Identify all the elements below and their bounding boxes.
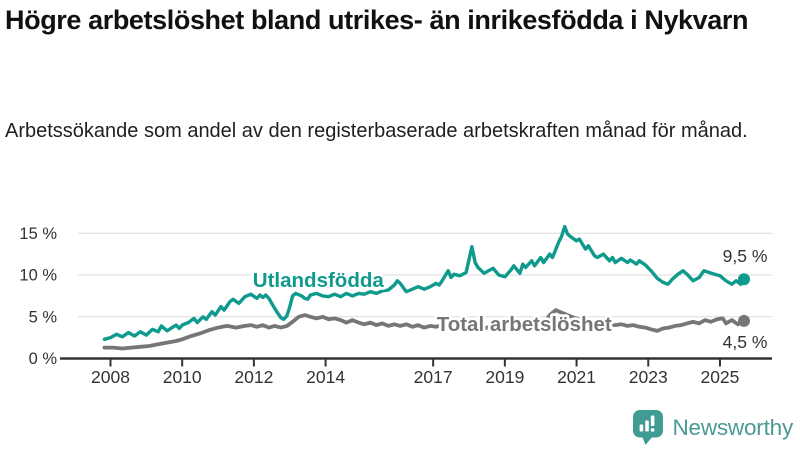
x-tick-label: 2025 [700,367,739,387]
series-label-total: Total arbetslöshet [437,313,612,336]
newsworthy-logo[interactable]: Newsworthy [632,409,793,446]
y-tick-label: 5 % [29,308,58,326]
x-tick-label: 2019 [485,367,524,387]
x-tick-label: 2021 [557,367,596,387]
series-end-dot-utlandsfodda [738,273,750,286]
series-line-total [102,308,746,351]
chart-subtitle: Arbetssökande som andel av den registerb… [5,120,748,142]
unemployment-chart: 2008 2010 2012 2014 2017 2019 2021 2023 2025 0 % 5… [19,224,772,387]
series-label-utlandsfodda: Utlandsfödda [253,269,385,292]
series-line-utlandsfodda [102,224,746,342]
page-title: Högre arbetslöshet bland utrikes- än inr… [5,5,749,35]
y-tick-label: 10 % [19,267,57,285]
logo-bubble-tail [642,436,654,445]
x-tick-label: 2017 [414,367,453,387]
series-end-value-label: 9,5 % [723,246,768,266]
x-tick-label: 2014 [306,367,345,387]
x-tick-label: 2008 [91,367,130,387]
x-tick-label: 2010 [163,367,202,387]
brand-name: Newsworthy [672,414,793,440]
y-tick-label: 15 % [19,225,57,243]
series-end-value-label: 4,5 % [723,332,768,352]
series-end-dot-total [738,314,750,327]
y-tick-label: 0 % [29,350,58,368]
bar-chart-speech-bubble-icon [632,409,665,446]
x-tick-label: 2023 [629,367,668,387]
x-tick-label: 2012 [234,367,273,387]
